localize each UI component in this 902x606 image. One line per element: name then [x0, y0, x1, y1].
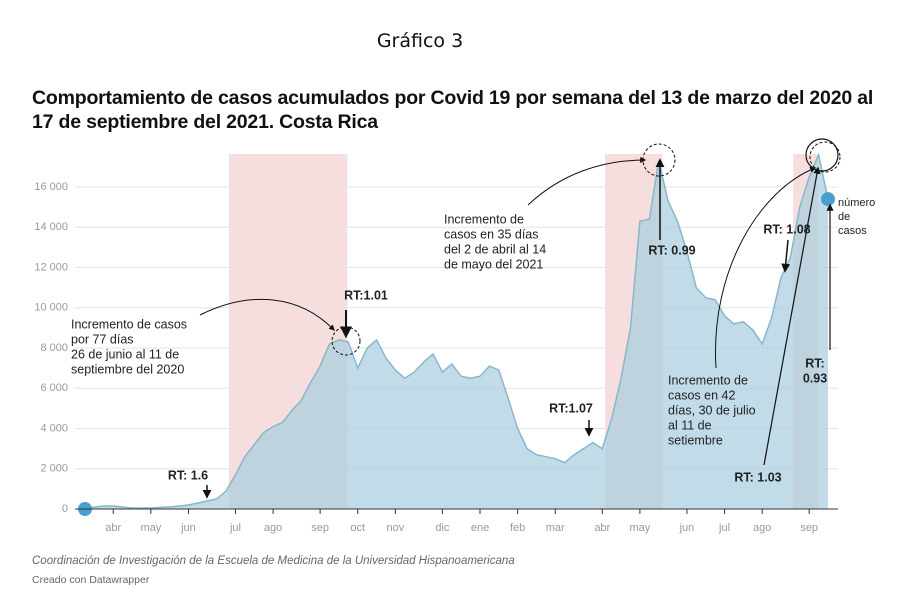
x-tick-label: ene: [471, 522, 489, 534]
annotation: Incremento de: [668, 373, 748, 387]
area: [85, 154, 828, 510]
heading: Gráfico 3: [376, 30, 464, 52]
annotation: días, 30 de julio: [668, 403, 756, 417]
y-tick-label: 2 000: [40, 463, 68, 475]
annotation: de: [838, 211, 850, 223]
y-tick-label: 14 000: [34, 221, 68, 233]
highlight-circle: [642, 143, 676, 177]
x-tick-label: jun: [679, 522, 695, 534]
arrow: [781, 239, 791, 273]
arrow: [763, 166, 821, 466]
annotation: RT:: [805, 356, 824, 370]
background-layer: 0 2 000 4 000 6 000 8 000 10 000 12 000 14 000 1…: [34, 152, 838, 534]
x-tick-label: jun: [180, 522, 196, 534]
x-tick-label: jul: [229, 522, 241, 534]
y-tick-label: 4 000: [40, 422, 68, 434]
annotation: casos en 42: [668, 388, 735, 402]
x-tick-label: jul: [718, 522, 730, 534]
source: Coordinación de Investigación de la Escu…: [32, 555, 515, 567]
annotation: número: [838, 197, 875, 209]
annotation: setiembre: [668, 433, 723, 447]
end-dot: [821, 192, 835, 207]
x-tick-label: may: [630, 522, 651, 534]
x-tick-label: sep: [800, 522, 818, 534]
x-tick-label: oct: [350, 522, 365, 534]
annotation-layer: RT: 1.6 RT:1.01 RT:1.07 RT: 0.99 RT: 1.08 RT:…: [71, 138, 875, 499]
x-tick-label: may: [140, 522, 161, 534]
y-tick-label: 0: [62, 503, 68, 515]
annotation: por 77 días: [71, 332, 134, 346]
x-tick-label: abr: [594, 522, 610, 534]
x-tick-label: feb: [510, 522, 525, 534]
annotation: Incremento de: [444, 212, 524, 226]
annotation: Incremento de casos: [71, 317, 187, 331]
x-tick-label: abr: [105, 522, 121, 534]
annotation: RT: 1.03: [734, 470, 781, 484]
x-tick-label: ago: [753, 522, 771, 534]
x-tick-label: ago: [264, 522, 282, 534]
y-tick-label: 10 000: [34, 302, 68, 314]
chart-title: Comportamiento de casos acumulados por C…: [32, 87, 874, 133]
annotation: 26 de junio al 11 de: [71, 347, 179, 361]
credit: Creado con Datawrapper: [32, 574, 150, 586]
line: [84, 152, 829, 510]
annotation: casos en 35 días: [444, 227, 539, 241]
annotation: RT:1.01: [344, 288, 388, 302]
curve-arrow: [715, 167, 817, 369]
y-tick-label: 16 000: [34, 181, 68, 193]
annotation: 0.93: [803, 371, 827, 385]
highlight-circle: [805, 138, 839, 172]
annotation: RT: 1.08: [763, 222, 810, 236]
y-tick-label: 8 000: [40, 342, 68, 354]
curve-arrow: [527, 157, 647, 206]
y-tick-label: 6 000: [40, 382, 68, 394]
annotation: de mayo del 2021: [444, 257, 543, 271]
x-tick-label: nov: [386, 522, 404, 534]
x-tick-label: sep: [311, 522, 329, 534]
x-tick-label: mar: [546, 522, 565, 534]
annotation: septiembre del 2020: [71, 362, 184, 376]
annotation: RT:1.07: [549, 401, 593, 415]
highlight-circle: [809, 141, 841, 173]
curve-arrow: [199, 298, 335, 331]
annotation: casos: [838, 225, 867, 237]
x-tick-label: dic: [435, 522, 450, 534]
highlight-circle: [331, 326, 361, 356]
annotation: RT: 1.6: [168, 468, 208, 482]
annotation: del 2 de abril al 14: [444, 242, 546, 256]
annotation: al 11 de: [668, 418, 712, 432]
annotation: RT: 0.99: [648, 243, 695, 257]
y-tick-label: 12 000: [34, 261, 68, 273]
